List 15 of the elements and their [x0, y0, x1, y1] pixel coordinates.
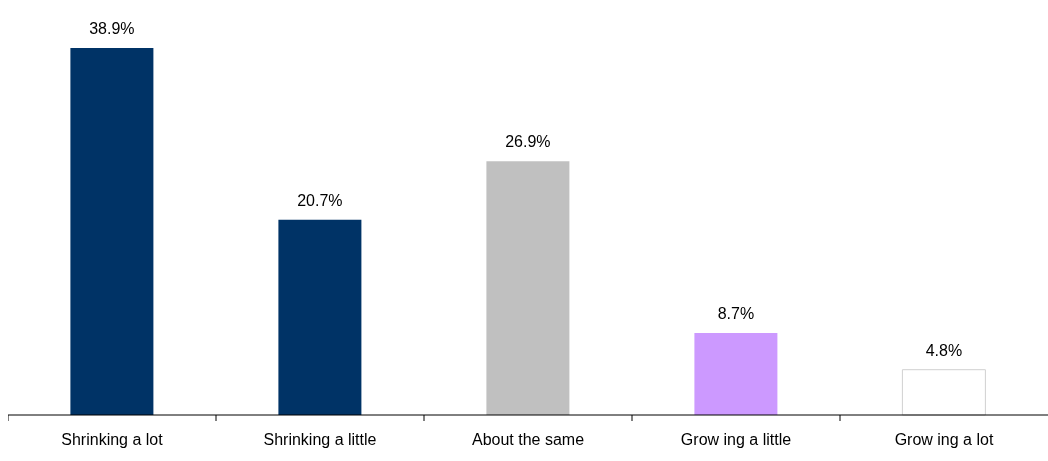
data-label: 8.7%: [717, 304, 755, 322]
x-tick-label: About the same: [471, 431, 585, 448]
bar: [694, 332, 778, 415]
bar: [70, 48, 154, 415]
bar: [278, 219, 362, 415]
x-tick-label: Grow ing a lot: [894, 431, 994, 448]
bar: [901, 369, 986, 416]
data-label: 4.8%: [925, 341, 963, 359]
x-tick-label: Shrinking a lot: [61, 431, 164, 448]
data-label: 26.9%: [505, 133, 551, 151]
bar: [486, 161, 570, 415]
x-tick-label: Shrinking a little: [263, 431, 377, 448]
data-label: 20.7%: [297, 191, 343, 209]
data-label: 38.9%: [89, 20, 135, 37]
x-tick-label: Grow ing a little: [680, 431, 792, 448]
